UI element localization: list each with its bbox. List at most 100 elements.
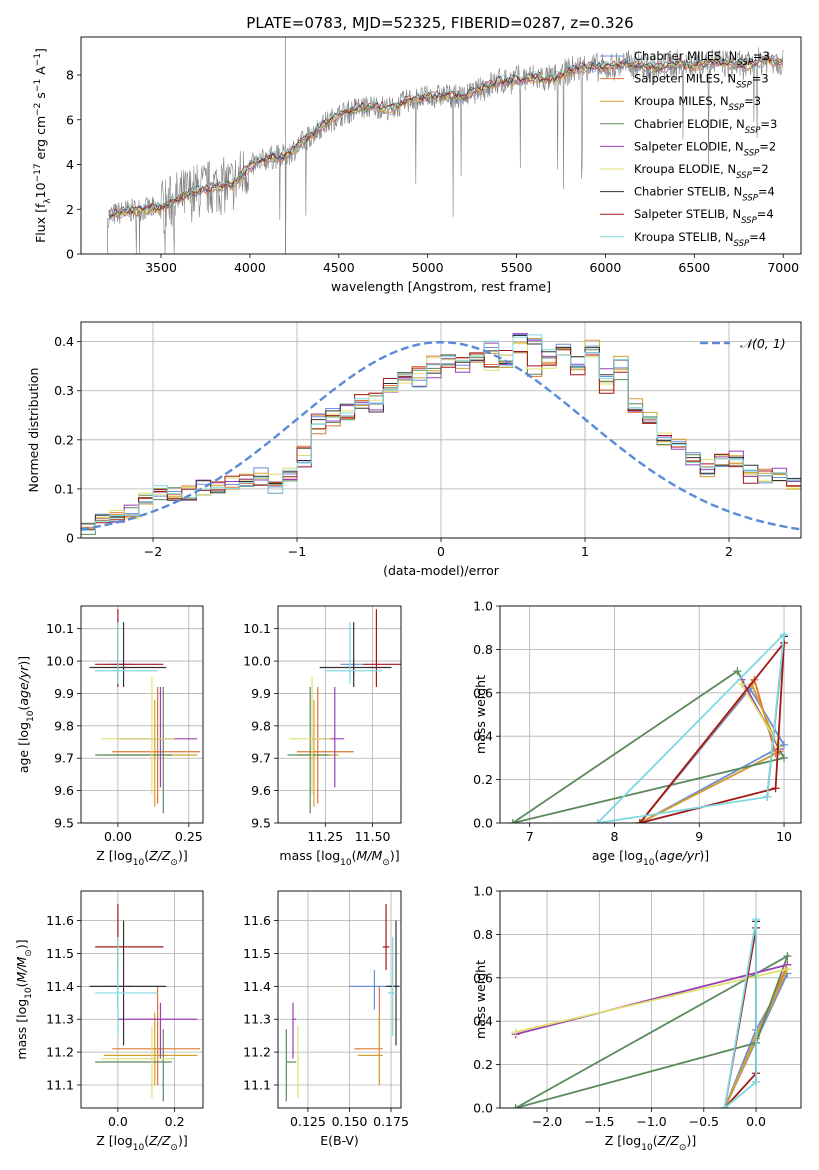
- y-tick-label: 10.0: [46, 654, 74, 669]
- weight-lines: [511, 915, 792, 1108]
- x-tick-label: −1.5: [584, 1114, 614, 1129]
- weight-marker: [780, 740, 789, 749]
- y-tick-label: 0: [66, 531, 74, 546]
- legend-label-suffix: =3: [753, 49, 770, 63]
- y-tick-label: 8: [66, 68, 74, 83]
- y-axis-label-part: M/M: [14, 956, 29, 982]
- y-axis-label-part: −17: [33, 163, 43, 182]
- x-axis-label-part: age/yr: [659, 848, 700, 863]
- weight-line: [723, 919, 757, 1108]
- axes-frame: [80, 605, 204, 824]
- weight-marker: [771, 784, 780, 793]
- legend-label-suffix: =4: [749, 230, 766, 244]
- axes-frame: [80, 321, 802, 539]
- y-axis-label-part: s: [33, 92, 48, 103]
- weight-line: [515, 954, 790, 1108]
- x-tick-label: −1.0: [636, 1114, 666, 1129]
- weight-marker: [508, 819, 517, 823]
- y-tick-label: 9.7: [54, 751, 74, 766]
- legend-label-main: Kroupa STELIB, N: [634, 230, 734, 244]
- y-tick-label: 0.1: [54, 481, 74, 496]
- x-tick-label: 0.25: [175, 829, 203, 844]
- weight-marker: [720, 1104, 729, 1108]
- weight-marker: [752, 1077, 761, 1086]
- y-axis-label-part: mass [log: [14, 999, 29, 1060]
- y-axis-label-part: ⊙: [24, 949, 34, 957]
- x-tick-label: 6000: [590, 260, 622, 275]
- legend-label-main: Kroupa ELODIE, N: [634, 162, 736, 176]
- legend-label: Chabrier STELIB, NSSP=4: [634, 185, 775, 204]
- y-tick-label: 0.2: [54, 432, 74, 447]
- x-tick-label: −0.5: [689, 1114, 719, 1129]
- x-axis-label-part: 10: [340, 858, 352, 868]
- x-axis-label-part: ⊙: [382, 858, 390, 868]
- axes-frame: [80, 36, 802, 255]
- y-axis-label-part: −1: [33, 79, 43, 92]
- axes-residuals: −2 −1 0 1 2 0 0.1 0.2 0.3 0.4 (data-model)/error No…: [26, 321, 802, 578]
- x-axis-label-part: (: [654, 848, 659, 863]
- x-tick-label: 0.2: [165, 1114, 185, 1129]
- weight-marker: [511, 1104, 520, 1108]
- legend-label-sub: SSP: [736, 81, 752, 91]
- error-bars: [287, 609, 401, 814]
- y-axis-label: mass [log10(M/M⊙)]: [14, 939, 34, 1059]
- legend-label-suffix: =4: [758, 185, 775, 199]
- legend-label: Kroupa MILES, NSSP=3: [634, 94, 761, 113]
- weight-marker: [593, 819, 602, 823]
- model-spectrum: [108, 54, 783, 215]
- y-tick-label: 11.4: [243, 979, 271, 994]
- y-tick-label: 0: [66, 247, 74, 262]
- y-axis-label-part: erg cm: [33, 116, 48, 164]
- y-tick-label: 0.4: [54, 334, 74, 349]
- y-tick-label: 11.4: [46, 979, 74, 994]
- x-tick-label: 1: [581, 544, 589, 559]
- y-tick-label: 9.5: [251, 816, 271, 831]
- legend-label-sub: SSP: [741, 216, 757, 226]
- error-bars: [89, 904, 201, 1102]
- y-tick-label: 9.6: [54, 783, 74, 798]
- x-axis-label-part: (: [352, 848, 357, 863]
- weight-line: [639, 677, 777, 823]
- x-axis-label: Z [log10(Z/Z⊙)]: [605, 1133, 696, 1153]
- axes-frame: [277, 890, 402, 1109]
- axes-age_vs_Z: 0.00 0.259.59.69.79.89.910.010.1Z [log10(…: [16, 605, 204, 868]
- y-axis-label-part: λ: [43, 198, 53, 204]
- y-axis-label-part: (: [16, 706, 31, 711]
- y-axis-label-part: 10: [24, 987, 34, 999]
- y-axis-label: Flux [fλ10−17 erg cm−2 s−1 A−1]: [33, 48, 53, 243]
- y-tick-label: 0.0: [473, 816, 493, 831]
- x-axis-label: (data-model)/error: [383, 563, 500, 578]
- y-axis-label-part: 10: [33, 182, 48, 198]
- model-spectrum: [108, 53, 783, 216]
- y-axis-label-part: Flux [f: [33, 203, 48, 243]
- y-tick-label: 0.8: [473, 642, 493, 657]
- y-tick-label: 0.4: [473, 729, 493, 744]
- legend-label: Chabrier MILES, NSSP=3: [634, 49, 770, 68]
- y-tick-label: 1.0: [473, 884, 493, 899]
- legend-label-main: Salpeter STELIB, N: [634, 207, 741, 221]
- axes-mass_vs_ebv: 0.125 0.150 0.175 11.1 11.2 11.3 11.4 11.5 11.6 E…: [243, 890, 409, 1148]
- spectrum-lines: [107, 37, 784, 254]
- axes-age_vs_mass: 11.25 11.50 9.5 9.6 9.7 9.8 9.9 10.0 10.1 mass [l…: [243, 605, 402, 868]
- weight-marker: [635, 819, 644, 823]
- histogram-step: [81, 337, 801, 538]
- x-tick-label: 6500: [678, 260, 710, 275]
- x-axis-label-part: )]: [699, 848, 709, 863]
- y-axis-label-part: mass weight: [473, 675, 488, 754]
- x-tick-label: 11.25: [307, 829, 343, 844]
- x-tick-label: 11.50: [355, 829, 391, 844]
- legend-label-sub: SSP: [737, 58, 753, 68]
- y-tick-label: 0.6: [473, 685, 493, 700]
- y-tick-label: 0.3: [54, 383, 74, 398]
- weight-line: [639, 682, 781, 823]
- y-tick-label: 9.8: [251, 718, 271, 733]
- histogram-step: [81, 335, 801, 538]
- axes-mass_vs_Z: 0.0 0.211.111.211.311.411.511.6Z [log10(Z…: [14, 890, 204, 1153]
- weight-marker: [752, 915, 761, 924]
- y-axis-label-part: age [log: [16, 722, 31, 773]
- y-tick-label: 11.1: [46, 1077, 74, 1092]
- legend: 𝒩(0, 1): [700, 336, 786, 351]
- x-axis-label-part: 10: [133, 858, 145, 868]
- legend-label-main: Chabrier STELIB, N: [634, 185, 742, 199]
